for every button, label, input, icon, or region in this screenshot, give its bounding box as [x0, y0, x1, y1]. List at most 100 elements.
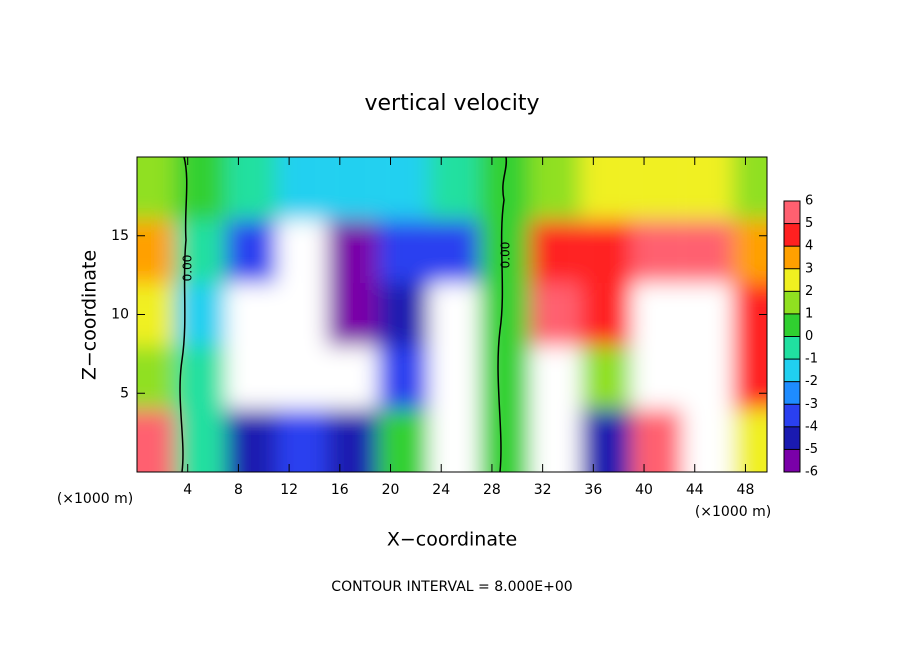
field-cell [175, 220, 226, 283]
field-cell [377, 346, 429, 409]
field-cell [327, 346, 378, 409]
y-tick-label: 10 [111, 307, 129, 323]
contour-label: 0.00 [181, 255, 195, 282]
field-cell [631, 346, 683, 409]
field-cell [732, 409, 767, 472]
y-tick-label: 15 [111, 228, 129, 244]
colorbar-tick-label: 0 [805, 329, 813, 344]
colorbar-swatch [784, 201, 800, 224]
field-cell [327, 283, 378, 346]
field-cell [682, 346, 733, 409]
colorbar-swatch [784, 313, 800, 337]
field-cell [225, 283, 277, 346]
x-tick-label: 12 [280, 482, 298, 498]
x-tick-label: 8 [234, 482, 243, 498]
zero-contour [179, 157, 188, 472]
colorbar-tick-label: -4 [805, 419, 818, 434]
field-cell [732, 220, 767, 283]
field-cell [682, 283, 733, 346]
x-tick-label: 28 [483, 482, 501, 498]
field-cell [529, 283, 581, 346]
field-cell [327, 220, 378, 283]
colorbar-tick-label: 6 [805, 194, 813, 209]
x-tick-label: 48 [737, 482, 755, 498]
field-cell [479, 220, 530, 283]
field-cell [580, 346, 632, 409]
field-cell [137, 157, 176, 220]
colorbar-swatch [784, 449, 800, 472]
field-cell [479, 346, 530, 409]
x-tick-label: 44 [686, 482, 704, 498]
field-cell [428, 220, 480, 283]
field-cell [682, 157, 733, 220]
field-cell [377, 409, 429, 472]
field-cell [225, 409, 277, 472]
field-cell [327, 409, 378, 472]
colorbar-tick-label: -2 [805, 374, 818, 389]
field-cell [225, 346, 277, 409]
colorbar-tick-label: -1 [805, 352, 818, 367]
field-cell [137, 220, 176, 283]
field-cell [377, 220, 429, 283]
field-cell [428, 346, 480, 409]
colorbar-swatch [784, 268, 800, 292]
colorbar-tick-label: 5 [805, 216, 813, 231]
field-cell [479, 409, 530, 472]
field-cell [428, 157, 480, 220]
field-cell [682, 409, 733, 472]
colorbar-swatch [784, 381, 800, 405]
y-axis-label: Z−coordinate [79, 250, 101, 380]
field-cell [631, 409, 683, 472]
colorbar-tick-label: 3 [805, 261, 813, 276]
field-cell [580, 220, 632, 283]
colorbar-swatch [784, 223, 800, 247]
colorbar-tick-label: 4 [805, 239, 813, 254]
field-cell [327, 157, 378, 220]
field-cell [428, 409, 480, 472]
field-cell [225, 157, 277, 220]
field-cell [479, 283, 530, 346]
colorbar-swatch [784, 246, 800, 269]
field-cell [276, 157, 328, 220]
colorbar-swatch [784, 404, 800, 427]
field-cell [732, 346, 767, 409]
x-tick-label: 20 [382, 482, 400, 498]
field-cell [631, 220, 683, 283]
colorbar-swatch [784, 336, 800, 360]
field-cell [682, 220, 733, 283]
colorbar-tick-label: -5 [805, 442, 818, 457]
colorbar-swatch [784, 359, 800, 382]
field-cell [276, 283, 328, 346]
colorbar-swatch [784, 426, 800, 450]
field-cell [529, 346, 581, 409]
colorbar-tick-label: 1 [805, 306, 813, 321]
field-area [137, 157, 767, 472]
field-cell [529, 220, 581, 283]
field-cell [529, 157, 581, 220]
field [137, 157, 767, 472]
y-tick-label: 5 [120, 385, 129, 401]
contour-label: 0.00 [499, 242, 513, 269]
field-cell [377, 283, 429, 346]
field-cell [276, 220, 328, 283]
colorbar-tick-label: -3 [805, 397, 818, 412]
field-cell [631, 157, 683, 220]
field-cell [276, 409, 328, 472]
x-tick-label: 4 [183, 482, 192, 498]
field-cell [529, 409, 581, 472]
field-cell [479, 157, 530, 220]
field-cell [225, 220, 277, 283]
colorbar-swatch [784, 291, 800, 314]
footer-note: CONTOUR INTERVAL = 8.000E+00 [331, 579, 572, 595]
field-cell [175, 346, 226, 409]
field-cell [428, 283, 480, 346]
chart-title: vertical velocity [364, 91, 539, 116]
field-cell [732, 157, 767, 220]
field-cell [580, 157, 632, 220]
field-cell [377, 157, 429, 220]
field-cell [175, 283, 226, 346]
field-cell [580, 283, 632, 346]
field-cell [137, 409, 176, 472]
